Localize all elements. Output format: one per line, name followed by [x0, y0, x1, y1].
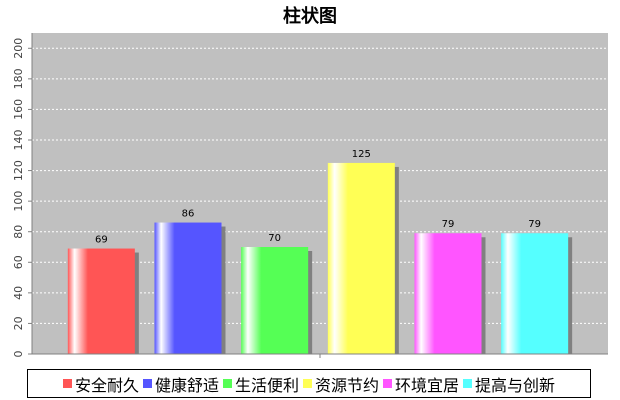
y-tick-label: 0: [12, 351, 25, 358]
legend-label: 提高与创新: [475, 375, 556, 395]
legend-swatch: [142, 379, 152, 388]
legend-swatch: [303, 379, 312, 388]
y-tick-label: 80: [12, 225, 25, 239]
y-tick-label: 200: [12, 38, 25, 59]
data-label: 79: [528, 219, 541, 230]
legend-item: 环境宜居: [383, 372, 459, 396]
bar: [327, 162, 395, 354]
y-tick-label: 20: [12, 316, 25, 330]
y-tick-label: 60: [12, 255, 25, 269]
legend-swatch: [222, 379, 232, 388]
legend-label: 健康舒适: [154, 375, 219, 395]
legend-item: 健康舒适: [142, 372, 219, 396]
bar: [67, 248, 135, 354]
legend-label: 资源节约: [315, 375, 380, 395]
legend-swatch: [383, 379, 393, 388]
y-tick-label: 100: [12, 191, 25, 212]
legend-item: 生活便利: [222, 372, 299, 396]
y-tick-label: 180: [12, 68, 25, 89]
bar: [501, 233, 569, 354]
data-label: 86: [182, 209, 195, 220]
bar: [241, 247, 309, 354]
data-label: 79: [442, 219, 455, 230]
legend-label: 环境宜居: [395, 375, 460, 395]
data-label: 125: [352, 149, 371, 160]
y-tick-label: 40: [12, 286, 25, 300]
data-label: 69: [95, 235, 108, 246]
legend-item: 安全耐久: [62, 372, 139, 396]
y-tick-label: 140: [12, 130, 25, 151]
y-tick-label: 120: [12, 160, 25, 181]
legend-label: 安全耐久: [74, 375, 139, 395]
legend-label: 生活便利: [234, 375, 299, 395]
bar: [414, 233, 482, 354]
y-tick-label: 160: [12, 99, 25, 120]
bar: [154, 222, 222, 354]
legend-item: 资源节约: [303, 372, 379, 396]
legend-swatch: [62, 379, 72, 388]
chart-title: 柱状图: [283, 6, 337, 27]
legend-item: 提高与创新: [463, 372, 555, 396]
data-label: 70: [268, 233, 281, 244]
legend-swatch: [463, 379, 473, 388]
legend: 安全耐久 健康舒适 生活便利 资源节约 环境宜居 提高与创新: [27, 369, 591, 398]
